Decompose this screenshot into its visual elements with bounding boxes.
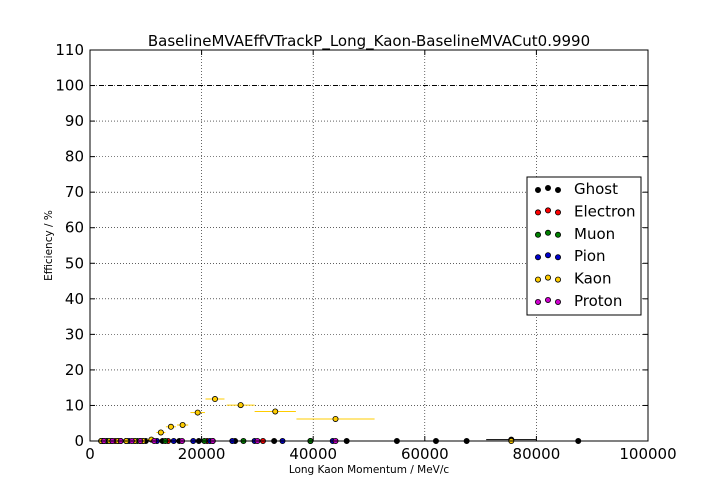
legend-marker <box>555 186 562 193</box>
y-tick-label: 90 <box>65 112 84 130</box>
legend-entries: Ghost Electron Muon Pion Kaon Proton <box>535 180 636 310</box>
data-point <box>194 409 201 416</box>
legend-marker <box>535 254 542 261</box>
plot-frame <box>89 49 649 442</box>
legend-label: Ghost <box>574 180 618 198</box>
y-tick-label: 50 <box>65 254 84 272</box>
legend-marker <box>555 231 562 238</box>
legend-marker <box>545 252 552 259</box>
legend-marker <box>535 276 542 283</box>
legend-entry-pion: Pion <box>535 247 606 265</box>
legend-box <box>526 176 642 316</box>
legend-label: Kaon <box>574 270 611 288</box>
legend-marker <box>545 207 552 214</box>
legend-entry-proton: Proton <box>535 292 622 310</box>
data-point <box>211 396 218 403</box>
legend-label: Pion <box>574 247 606 265</box>
legend-marker <box>535 209 542 216</box>
legend-marker <box>555 276 562 283</box>
legend-entry-kaon: Kaon <box>535 270 611 288</box>
y-tick-label: 0 <box>74 432 84 450</box>
y-tick-label: 20 <box>65 361 84 379</box>
data-point <box>237 402 244 409</box>
legend-marker <box>555 298 562 305</box>
y-axis-title: Efficiency / % <box>43 210 55 281</box>
y-tick-label: 40 <box>65 290 84 308</box>
legend-entry-muon: Muon <box>535 225 615 243</box>
y-tick-label: 30 <box>65 325 84 343</box>
y-tick-label: 10 <box>65 396 84 414</box>
legend-entry-electron: Electron <box>535 202 636 220</box>
legend-marker <box>545 229 552 236</box>
axis-ticks: 0 20000 40000 60000 80000 100000 0 10 20 30 40 50 60… <box>55 41 676 463</box>
y-tick-label: 70 <box>65 183 84 201</box>
chart-title: BaselineMVAEffVTrackP_Long_Kaon-Baseline… <box>148 32 590 51</box>
legend-marker <box>545 184 552 191</box>
legend-marker <box>535 186 542 193</box>
y-tick-label: 60 <box>65 219 84 237</box>
legend-label: Muon <box>574 225 615 243</box>
data-point <box>157 429 164 436</box>
y-tick-label: 110 <box>55 41 84 59</box>
x-tick-label: 100000 <box>619 445 676 463</box>
x-tick-label: 60000 <box>401 445 449 463</box>
legend-marker <box>555 254 562 261</box>
legend: Ghost Electron Muon Pion Kaon Proton <box>526 176 642 316</box>
data-point <box>167 423 174 430</box>
x-tick-label: 80000 <box>513 445 561 463</box>
legend-marker <box>545 274 552 281</box>
legend-marker <box>545 296 552 303</box>
data-point <box>179 422 186 429</box>
y-tick-label: 80 <box>65 148 84 166</box>
legend-marker <box>555 209 562 216</box>
data-point <box>332 415 339 422</box>
x-tick-label: 0 <box>85 445 95 463</box>
legend-entry-ghost: Ghost <box>535 180 618 198</box>
x-tick-label: 20000 <box>178 445 226 463</box>
legend-label: Proton <box>574 292 622 310</box>
data-point <box>272 408 279 415</box>
x-tick-label: 40000 <box>289 445 337 463</box>
y-tick-label: 100 <box>55 77 84 95</box>
x-axis-title: Long Kaon Momentum / MeV/c <box>289 464 450 476</box>
legend-label: Electron <box>574 202 636 220</box>
legend-marker <box>535 298 542 305</box>
legend-marker <box>535 231 542 238</box>
